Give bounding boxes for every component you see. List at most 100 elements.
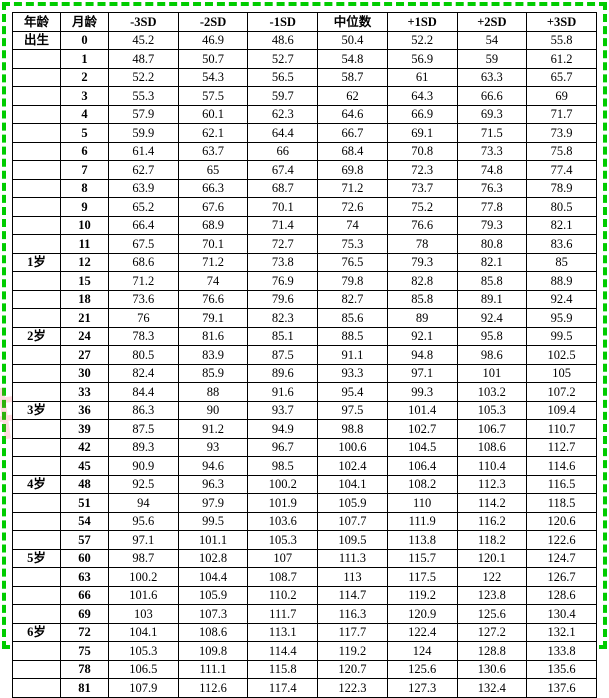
value-cell: 110.7 bbox=[527, 420, 597, 439]
month-cell: 36 bbox=[61, 401, 109, 420]
value-cell: 50.7 bbox=[178, 50, 248, 69]
age-cell bbox=[13, 605, 61, 624]
table-row: 66101.6105.9110.2114.7119.2123.8128.6 bbox=[13, 586, 597, 605]
value-cell: 105.3 bbox=[457, 401, 527, 420]
table-row: 2岁2478.381.685.188.592.195.899.5 bbox=[13, 327, 597, 346]
table-row: 519497.9101.9105.9110114.2118.5 bbox=[13, 494, 597, 513]
value-cell: 79.1 bbox=[178, 309, 248, 328]
value-cell: 62.7 bbox=[109, 161, 179, 180]
value-cell: 46.9 bbox=[178, 31, 248, 50]
value-cell: 111.9 bbox=[387, 512, 457, 531]
value-cell: 66.6 bbox=[457, 87, 527, 106]
value-cell: 117.7 bbox=[318, 623, 388, 642]
value-cell: 117.5 bbox=[387, 568, 457, 587]
month-cell: 69 bbox=[61, 605, 109, 624]
value-cell: 122.6 bbox=[527, 531, 597, 550]
value-cell: 118.2 bbox=[457, 531, 527, 550]
value-cell: 59 bbox=[457, 50, 527, 69]
value-cell: 104.1 bbox=[109, 623, 179, 642]
value-cell: 96.7 bbox=[248, 438, 318, 457]
month-cell: 57 bbox=[61, 531, 109, 550]
month-cell: 45 bbox=[61, 457, 109, 476]
value-cell: 85.8 bbox=[457, 272, 527, 291]
value-cell: 85 bbox=[527, 253, 597, 272]
value-cell: 106.5 bbox=[109, 660, 179, 679]
value-cell: 101.9 bbox=[248, 494, 318, 513]
value-cell: 56.5 bbox=[248, 68, 318, 87]
age-cell bbox=[13, 420, 61, 439]
value-cell: 78 bbox=[387, 235, 457, 254]
month-cell: 72 bbox=[61, 623, 109, 642]
value-cell: 88.5 bbox=[318, 327, 388, 346]
value-cell: 63.7 bbox=[178, 142, 248, 161]
value-cell: 56.9 bbox=[387, 50, 457, 69]
value-cell: 118.5 bbox=[527, 494, 597, 513]
age-cell: 1岁 bbox=[13, 253, 61, 272]
value-cell: 91.2 bbox=[178, 420, 248, 439]
age-cell bbox=[13, 494, 61, 513]
value-cell: 67.6 bbox=[178, 198, 248, 217]
value-cell: 72.6 bbox=[318, 198, 388, 217]
table-row: 4289.39396.7100.6104.5108.6112.7 bbox=[13, 438, 597, 457]
value-cell: 112.3 bbox=[457, 475, 527, 494]
value-cell: 115.8 bbox=[248, 660, 318, 679]
age-cell bbox=[13, 660, 61, 679]
table-row: 252.254.356.558.76163.365.7 bbox=[13, 68, 597, 87]
value-cell: 106.4 bbox=[387, 457, 457, 476]
value-cell: 113 bbox=[318, 568, 388, 587]
table-row: 69103107.3111.7116.3120.9125.6130.4 bbox=[13, 605, 597, 624]
month-cell: 21 bbox=[61, 309, 109, 328]
value-cell: 107.7 bbox=[318, 512, 388, 531]
table-row: 1873.676.679.682.785.889.192.4 bbox=[13, 290, 597, 309]
value-cell: 100.6 bbox=[318, 438, 388, 457]
value-cell: 96.3 bbox=[178, 475, 248, 494]
value-cell: 104.5 bbox=[387, 438, 457, 457]
table-row: 965.267.670.172.675.277.880.5 bbox=[13, 198, 597, 217]
table-row: 6岁72104.1108.6113.1117.7122.4127.2132.1 bbox=[13, 623, 597, 642]
value-cell: 93.3 bbox=[318, 364, 388, 383]
value-cell: 103.6 bbox=[248, 512, 318, 531]
value-cell: 76 bbox=[109, 309, 179, 328]
value-cell: 76.5 bbox=[318, 253, 388, 272]
age-cell bbox=[13, 124, 61, 143]
age-cell bbox=[13, 87, 61, 106]
value-cell: 85.6 bbox=[318, 309, 388, 328]
month-cell: 7 bbox=[61, 161, 109, 180]
table-row: 1167.570.172.775.37880.883.6 bbox=[13, 235, 597, 254]
value-cell: 91.6 bbox=[248, 383, 318, 402]
header-p2sd: +2SD bbox=[457, 13, 527, 32]
month-cell: 54 bbox=[61, 512, 109, 531]
value-cell: 89 bbox=[387, 309, 457, 328]
value-cell: 82.4 bbox=[109, 364, 179, 383]
value-cell: 101.1 bbox=[178, 531, 248, 550]
value-cell: 122.4 bbox=[387, 623, 457, 642]
value-cell: 113.1 bbox=[248, 623, 318, 642]
table-row: 3987.591.294.998.8102.7106.7110.7 bbox=[13, 420, 597, 439]
value-cell: 64.6 bbox=[318, 105, 388, 124]
value-cell: 72.3 bbox=[387, 161, 457, 180]
value-cell: 87.5 bbox=[248, 346, 318, 365]
value-cell: 66.4 bbox=[109, 216, 179, 235]
value-cell: 50.4 bbox=[318, 31, 388, 50]
value-cell: 82.1 bbox=[457, 253, 527, 272]
value-cell: 113.8 bbox=[387, 531, 457, 550]
value-cell: 102.8 bbox=[178, 549, 248, 568]
value-cell: 106.7 bbox=[457, 420, 527, 439]
value-cell: 91.1 bbox=[318, 346, 388, 365]
value-cell: 102.7 bbox=[387, 420, 457, 439]
age-cell bbox=[13, 290, 61, 309]
value-cell: 70.1 bbox=[248, 198, 318, 217]
month-cell: 60 bbox=[61, 549, 109, 568]
value-cell: 94 bbox=[109, 494, 179, 513]
value-cell: 98.8 bbox=[318, 420, 388, 439]
value-cell: 79.3 bbox=[387, 253, 457, 272]
age-cell bbox=[13, 346, 61, 365]
value-cell: 102.4 bbox=[318, 457, 388, 476]
value-cell: 94.6 bbox=[178, 457, 248, 476]
age-cell bbox=[13, 105, 61, 124]
month-cell: 1 bbox=[61, 50, 109, 69]
value-cell: 92.5 bbox=[109, 475, 179, 494]
value-cell: 116.2 bbox=[457, 512, 527, 531]
value-cell: 114.2 bbox=[457, 494, 527, 513]
month-cell: 2 bbox=[61, 68, 109, 87]
